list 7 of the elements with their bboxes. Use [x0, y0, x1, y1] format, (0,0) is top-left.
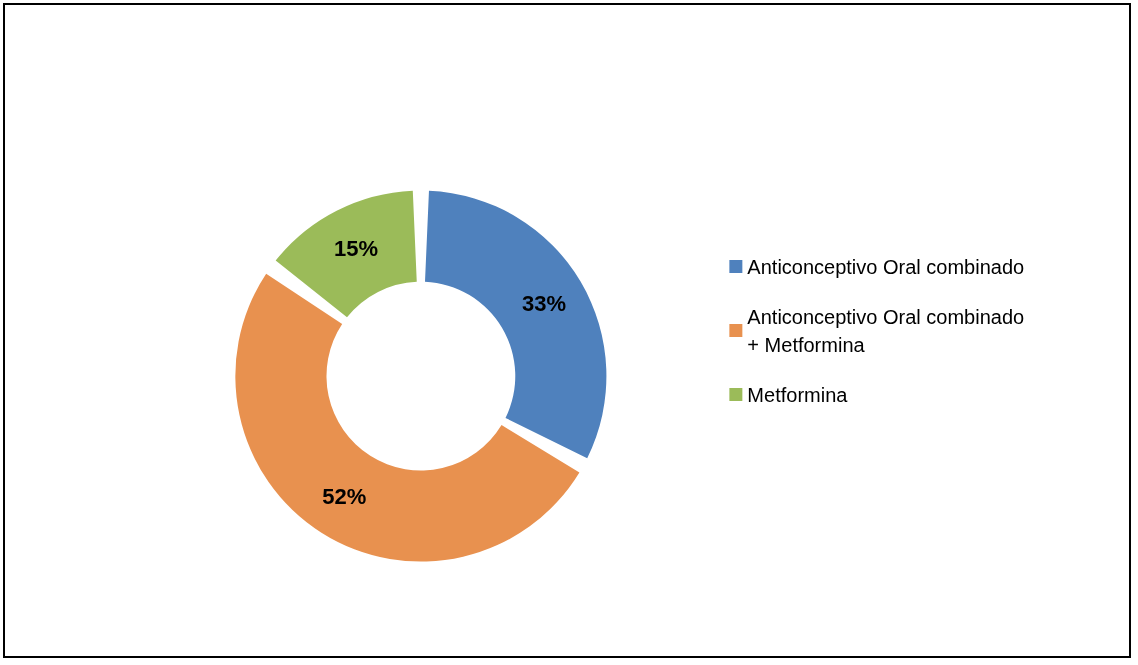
category-label: + Metformina — [747, 333, 865, 356]
data-label: 15% — [333, 236, 378, 262]
data-label: 52% — [322, 484, 367, 510]
data-label: 33% — [521, 290, 566, 316]
legend-label: Anticonceptivo Oral combinado — [747, 255, 1025, 278]
slice-label: Anticonceptivo Oral combinado — [747, 305, 1030, 328]
legend-label: Metformina — [747, 383, 849, 406]
